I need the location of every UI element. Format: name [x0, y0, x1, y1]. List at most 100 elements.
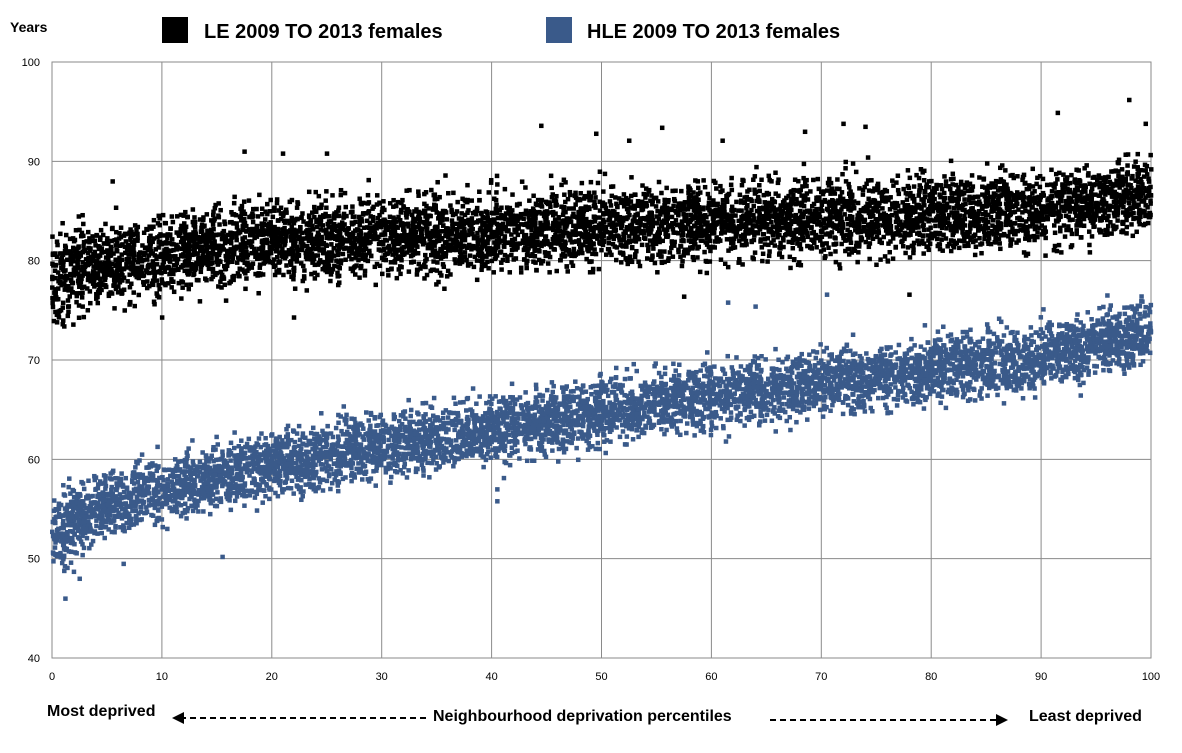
- scatter-point: [924, 182, 930, 187]
- scatter-point: [722, 261, 728, 266]
- scatter-point: [53, 289, 58, 295]
- scatter-point: [742, 200, 748, 205]
- scatter-point: [593, 205, 598, 210]
- scatter-point: [372, 264, 378, 270]
- scatter-point: [211, 251, 216, 257]
- scatter-point: [669, 214, 675, 220]
- scatter-point: [536, 231, 541, 237]
- scatter-point: [313, 189, 319, 195]
- scatter-point: [785, 207, 791, 213]
- scatter-point: [324, 232, 329, 237]
- scatter-point: [1002, 186, 1007, 191]
- scatter-point: [181, 241, 186, 247]
- scatter-point: [815, 222, 820, 227]
- scatter-point: [276, 270, 282, 275]
- scatter-point: [209, 227, 214, 233]
- scatter-point: [963, 201, 968, 207]
- scatter-point: [90, 234, 95, 239]
- scatter-point: [998, 246, 1003, 252]
- scatter-point: [338, 187, 344, 193]
- scatter-point: [267, 232, 272, 237]
- scatter-point: [68, 277, 74, 282]
- scatter-point: [950, 182, 955, 187]
- scatter-point: [592, 247, 597, 252]
- scatter-point: [831, 210, 837, 215]
- scatter-point: [1069, 172, 1074, 178]
- scatter-point: [113, 273, 119, 278]
- scatter-point: [958, 179, 964, 185]
- scatter-point: [289, 238, 294, 243]
- scatter-point: [722, 219, 727, 224]
- scatter-point: [88, 279, 93, 284]
- scatter-point: [844, 204, 850, 209]
- scatter-point: [403, 210, 409, 215]
- scatter-point: [801, 203, 807, 209]
- scatter-point: [739, 242, 745, 248]
- scatter-point: [130, 260, 136, 265]
- scatter-point: [292, 286, 298, 291]
- scatter-point: [274, 269, 279, 274]
- scatter-point: [866, 244, 872, 250]
- scatter-point: [879, 193, 885, 199]
- scatter-point: [426, 242, 432, 247]
- scatter-point: [150, 282, 156, 288]
- scatter-point: [148, 248, 154, 254]
- scatter-point: [797, 208, 803, 214]
- scatter-point: [366, 209, 372, 214]
- scatter-point: [50, 274, 55, 280]
- scatter-point: [494, 253, 500, 258]
- scatter-point: [993, 206, 999, 211]
- scatter-point: [599, 247, 604, 253]
- scatter-point: [234, 244, 240, 250]
- scatter-point: [58, 279, 63, 285]
- scatter-point: [1040, 204, 1046, 209]
- scatter-point: [169, 214, 175, 219]
- scatter-point: [904, 216, 910, 221]
- scatter-point: [932, 205, 937, 211]
- scatter-point: [79, 295, 85, 300]
- scatter-point: [165, 236, 170, 241]
- scatter-point: [597, 169, 603, 174]
- scatter-point: [258, 252, 263, 258]
- scatter-point: [765, 236, 770, 241]
- scatter-point: [154, 254, 160, 259]
- scatter-point: [993, 178, 999, 184]
- scatter-point: [259, 250, 265, 255]
- scatter-point: [665, 199, 671, 205]
- scatter-point: [300, 278, 306, 284]
- scatter-point: [240, 227, 246, 233]
- scatter-point: [951, 238, 956, 244]
- scatter-point: [558, 221, 563, 226]
- scatter-point: [895, 187, 901, 193]
- scatter-point: [169, 241, 175, 247]
- scatter-point: [204, 212, 210, 217]
- scatter-point: [155, 293, 160, 299]
- scatter-point: [338, 226, 343, 232]
- scatter-point: [962, 213, 967, 219]
- scatter-point: [170, 219, 176, 225]
- scatter-point: [962, 243, 967, 249]
- scatter-point: [81, 243, 86, 249]
- scatter-point: [720, 198, 726, 203]
- scatter-point: [864, 232, 870, 237]
- scatter-point: [325, 256, 330, 262]
- scatter-point: [902, 234, 907, 240]
- scatter-point: [695, 255, 700, 260]
- scatter-point: [863, 239, 869, 245]
- scatter-point: [1049, 182, 1054, 187]
- scatter-point: [59, 282, 64, 288]
- scatter-point: [1094, 177, 1100, 183]
- scatter-point: [499, 231, 504, 237]
- scatter-point: [1052, 243, 1058, 249]
- scatter-point: [590, 269, 596, 275]
- scatter-point: [950, 224, 956, 229]
- scatter-point: [58, 231, 63, 237]
- scatter-point: [433, 234, 439, 239]
- scatter-point: [270, 214, 276, 220]
- scatter-point: [1007, 202, 1012, 207]
- scatter-point: [1056, 193, 1061, 199]
- scatter-point: [719, 221, 725, 226]
- scatter-point: [309, 251, 315, 256]
- scatter-point: [911, 240, 917, 246]
- scatter-point: [553, 239, 559, 245]
